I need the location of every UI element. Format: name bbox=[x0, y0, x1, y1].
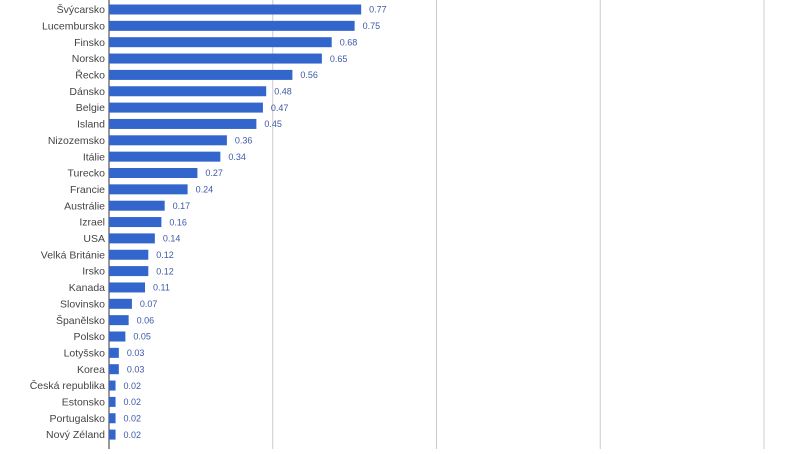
bar bbox=[109, 347, 119, 358]
data-label: 0.47 bbox=[271, 103, 289, 113]
category-label: Nizozemsko bbox=[48, 135, 105, 147]
bar-layer bbox=[109, 4, 362, 440]
data-label: 0.02 bbox=[124, 381, 142, 391]
category-label: Kanada bbox=[69, 282, 105, 294]
data-label: 0.11 bbox=[153, 283, 170, 293]
category-label: Turecko bbox=[67, 168, 105, 180]
data-label: 0.68 bbox=[340, 37, 358, 47]
data-label: 0.02 bbox=[124, 430, 142, 440]
bar bbox=[109, 315, 129, 326]
bar bbox=[109, 364, 119, 375]
category-label: Lucembursko bbox=[42, 20, 105, 32]
data-label: 0.27 bbox=[205, 168, 223, 178]
data-label: 0.12 bbox=[156, 266, 174, 276]
bar bbox=[109, 233, 155, 244]
category-label: Nový Zéland bbox=[46, 429, 105, 441]
bar bbox=[109, 396, 116, 407]
bar bbox=[109, 331, 126, 342]
category-label: USA bbox=[83, 233, 105, 245]
category-label: Izrael bbox=[79, 217, 105, 229]
data-label: 0.36 bbox=[235, 136, 253, 146]
category-label: Lotyšsko bbox=[64, 347, 106, 359]
bar bbox=[109, 184, 188, 195]
bar bbox=[109, 151, 221, 162]
bar bbox=[109, 37, 332, 48]
data-label: 0.03 bbox=[127, 364, 145, 374]
data-label: 0.16 bbox=[169, 217, 187, 227]
category-label: Francie bbox=[70, 184, 105, 196]
bar bbox=[109, 249, 149, 260]
category-label: Česká republika bbox=[30, 379, 105, 392]
bar bbox=[109, 53, 322, 64]
bar bbox=[109, 118, 257, 129]
data-label: 0.34 bbox=[228, 152, 246, 162]
bar bbox=[109, 168, 198, 178]
category-label: Austrálie bbox=[64, 200, 105, 212]
bar bbox=[109, 282, 146, 293]
category-label: Finsko bbox=[74, 37, 105, 49]
bar bbox=[109, 20, 355, 31]
bar bbox=[109, 380, 116, 391]
category-label: Portugalsko bbox=[50, 413, 106, 425]
category-label: Švýcarsko bbox=[57, 3, 106, 16]
category-label: Estonsko bbox=[62, 397, 105, 409]
category-label: Island bbox=[77, 119, 105, 131]
bar bbox=[109, 266, 149, 277]
bar bbox=[109, 429, 116, 440]
category-label: Velká Británie bbox=[41, 249, 105, 261]
bar bbox=[109, 298, 132, 309]
data-label: 0.45 bbox=[264, 119, 282, 129]
grid-layer bbox=[108, 0, 765, 449]
data-label: 0.14 bbox=[163, 234, 181, 244]
bar bbox=[109, 102, 263, 113]
data-label: 0.48 bbox=[274, 86, 292, 96]
bar bbox=[109, 217, 162, 228]
category-label: Řecko bbox=[75, 69, 105, 82]
bar bbox=[109, 86, 267, 97]
data-label: 0.12 bbox=[156, 250, 174, 260]
data-label: 0.05 bbox=[133, 332, 151, 342]
data-label: 0.03 bbox=[127, 348, 145, 358]
data-label: 0.06 bbox=[137, 315, 155, 325]
data-label: 0.65 bbox=[330, 54, 348, 64]
category-label: Španělsko bbox=[56, 314, 105, 327]
bar bbox=[109, 413, 116, 424]
data-label: 0.02 bbox=[124, 397, 142, 407]
bar bbox=[109, 135, 227, 146]
category-label: Korea bbox=[77, 364, 105, 376]
data-label: 0.56 bbox=[300, 70, 318, 80]
category-label: Slovinsko bbox=[60, 298, 105, 310]
category-label: Irsko bbox=[82, 266, 105, 278]
data-label: 0.07 bbox=[140, 299, 158, 309]
data-label: 0.75 bbox=[363, 21, 381, 31]
data-label: 0.02 bbox=[124, 413, 142, 423]
data-label: 0.17 bbox=[173, 201, 191, 211]
category-label: Norsko bbox=[72, 53, 105, 65]
category-label: Polsko bbox=[73, 331, 105, 343]
category-label: Itálie bbox=[83, 151, 105, 163]
bar bbox=[109, 69, 293, 80]
data-label: 0.77 bbox=[369, 5, 387, 15]
bar bbox=[109, 4, 362, 15]
category-label: Belgie bbox=[76, 102, 105, 114]
bar bbox=[109, 200, 165, 211]
label-layer: Švýcarsko 0.77 Lucembursko 0.75 Finsko 0.68 No… bbox=[30, 3, 387, 441]
category-label: Dánsko bbox=[69, 86, 105, 98]
data-label: 0.24 bbox=[196, 185, 214, 195]
